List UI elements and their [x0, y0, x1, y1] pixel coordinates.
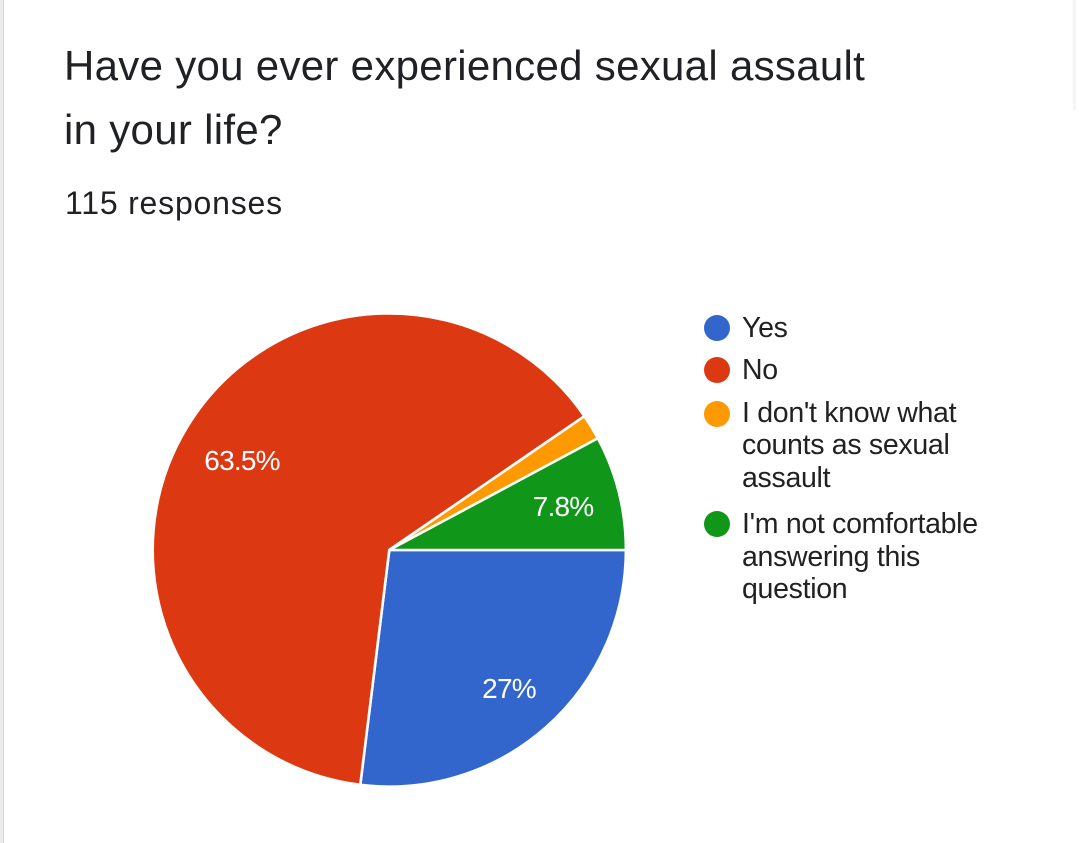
svg-text:27%: 27%: [482, 673, 536, 704]
svg-text:63.5%: 63.5%: [204, 445, 279, 476]
svg-text:7.8%: 7.8%: [533, 491, 594, 522]
